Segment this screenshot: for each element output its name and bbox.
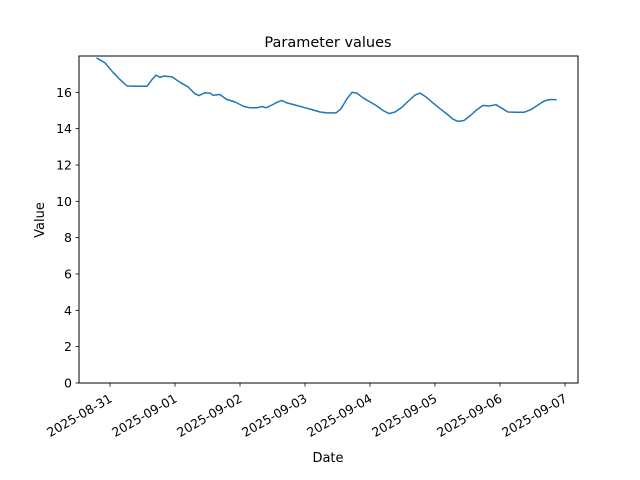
y-tick-label: 8 [64,230,72,245]
x-tick-label: 2025-09-01 [109,391,179,440]
y-tick-label: 0 [64,376,72,391]
x-tick-label: 2025-09-05 [369,391,439,440]
data-series-line [96,57,557,123]
x-tick-label: 2025-08-31 [44,391,114,440]
chart-title: Parameter values [264,35,391,51]
x-tick-label: 2025-09-06 [434,391,504,440]
y-tick-label: 6 [64,267,72,282]
x-tick-label: 2025-09-04 [304,391,374,440]
y-tick-label: 14 [56,121,72,136]
x-tick-label: 2025-09-03 [239,391,309,440]
y-tick-label: 2 [64,339,72,354]
x-axis-label: Date [312,451,343,466]
y-tick-label: 4 [64,303,72,318]
y-tick-label: 10 [56,194,72,209]
x-tick-label: 2025-09-02 [174,391,244,440]
y-axis-label: Value [33,202,48,238]
plot-area [78,55,579,384]
y-tick-label: 12 [56,158,72,173]
x-tick-label: 2025-09-07 [499,391,569,440]
y-tick-label: 16 [56,85,72,100]
